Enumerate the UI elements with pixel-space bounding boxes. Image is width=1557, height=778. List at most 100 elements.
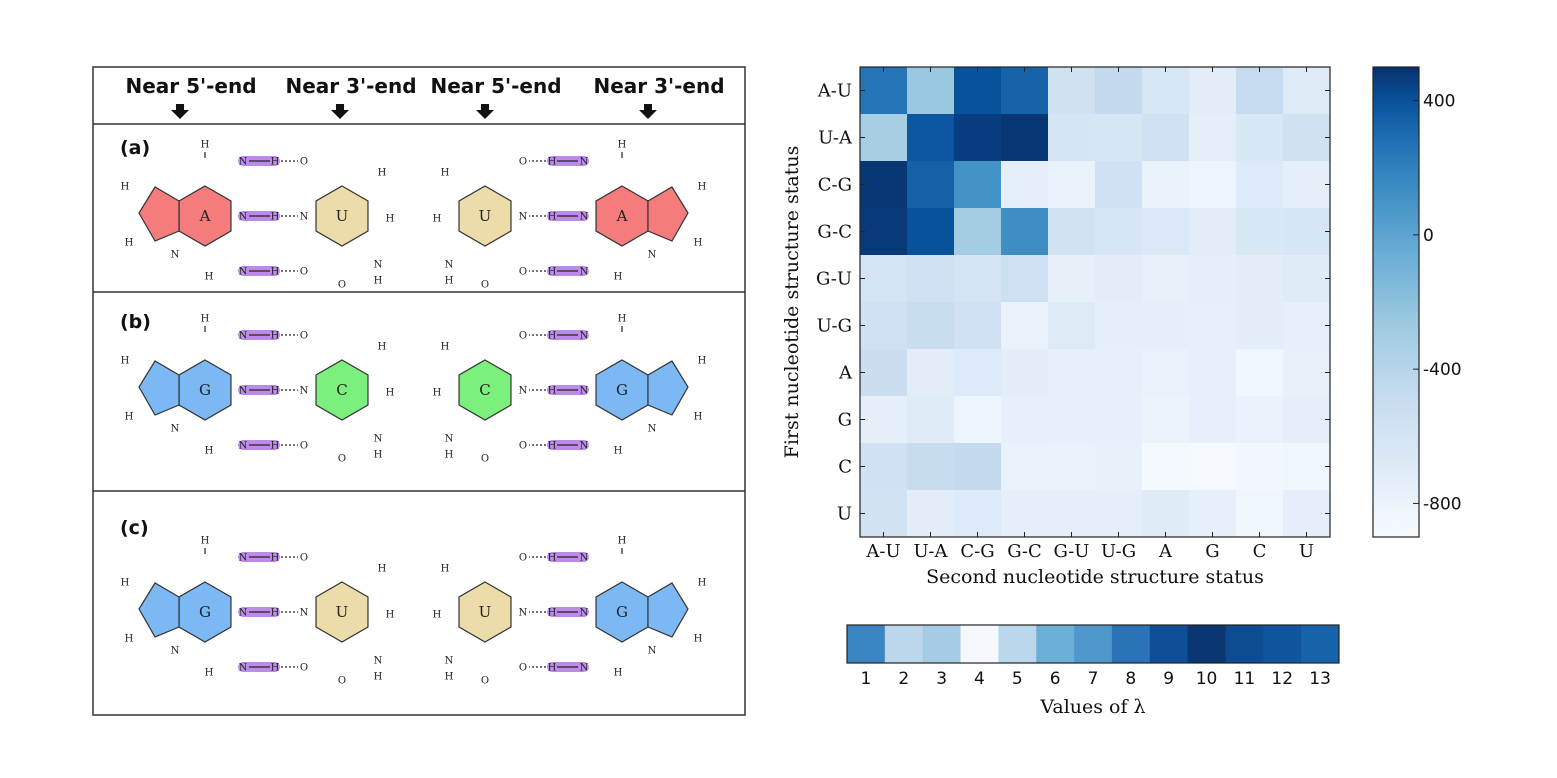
- atom-label: H: [378, 168, 387, 179]
- heatmap-cell: [954, 161, 1002, 209]
- imidazole-ring: [138, 186, 180, 242]
- atom-label: H: [445, 450, 454, 461]
- heatmap-cell: [860, 208, 908, 256]
- heatmap-cell: [1189, 302, 1237, 350]
- heatmap-cell: [1236, 349, 1284, 397]
- heatmap-cell: [1283, 490, 1331, 538]
- x-tick-label: U: [1299, 541, 1314, 562]
- atom-label: N: [171, 646, 180, 657]
- atom-label: N: [580, 663, 589, 674]
- lambda-swatch: [1074, 625, 1113, 663]
- atom-label: N: [445, 656, 454, 667]
- atom-label: N: [445, 434, 454, 445]
- pyrimidine-ring: [458, 359, 512, 421]
- atom-label: N: [580, 157, 589, 168]
- atom-label: H: [271, 157, 280, 168]
- x-tick-label: G-U: [1054, 541, 1090, 562]
- heatmap-cell: [1142, 208, 1190, 256]
- heatmap-cell: [1189, 443, 1237, 491]
- heatmap-cell: [1283, 349, 1331, 397]
- heatmap-cell: [1095, 208, 1143, 256]
- heatmap-cell: [954, 255, 1002, 303]
- atom-label: H: [698, 578, 707, 589]
- heatmap-cell: [907, 114, 955, 162]
- pyrimidine-ring: [315, 581, 369, 643]
- heatmap-cell: [954, 490, 1002, 538]
- atom-label: N: [580, 386, 589, 397]
- atom-label: H: [441, 342, 450, 353]
- heatmap-cell: [1283, 67, 1331, 115]
- lambda-swatch: [1301, 625, 1340, 663]
- atom-label: O: [300, 331, 308, 342]
- atom-label: H: [433, 388, 442, 399]
- base-letter: G: [616, 381, 628, 399]
- atom-label: N: [580, 553, 589, 564]
- heatmap-cell: [860, 161, 908, 209]
- colorbar-gradient: [1372, 66, 1420, 538]
- atom-label: O: [338, 280, 346, 291]
- atom-label: H: [548, 608, 557, 619]
- atom-label: O: [481, 454, 489, 465]
- lambda-swatch: [1225, 625, 1264, 663]
- atom-label: N: [239, 331, 248, 342]
- base-letter: A: [616, 207, 628, 225]
- heatmap-cell: [1283, 161, 1331, 209]
- y-tick-label: U: [837, 504, 852, 525]
- atom-label: H: [441, 168, 450, 179]
- heatmap-cell: [1283, 114, 1331, 162]
- atom-label: N: [580, 331, 589, 342]
- atom-label: H: [201, 536, 210, 547]
- heatmap-cell: [1001, 67, 1049, 115]
- heatmap-cell: [860, 255, 908, 303]
- row-label: (c): [120, 517, 149, 539]
- heatmap-cell: [1048, 302, 1096, 350]
- atom-label: N: [580, 212, 589, 223]
- atom-label: N: [374, 260, 383, 271]
- heatmap-cell: [1189, 255, 1237, 303]
- atom-label: O: [519, 267, 527, 278]
- atom-label: H: [201, 314, 210, 325]
- down-arrow-icon: [639, 104, 657, 119]
- heatmap-cell: [1283, 208, 1331, 256]
- lambda-tick-label: 10: [1196, 669, 1218, 689]
- heatmap-cell: [860, 302, 908, 350]
- heatmap-cell: [1283, 396, 1331, 444]
- colorbar: 400 0 -400 -800: [1372, 66, 1462, 538]
- heatmap-cell: [907, 161, 955, 209]
- heatmap-cell: [1095, 255, 1143, 303]
- heatmap-cell: [1095, 396, 1143, 444]
- heatmap-cell: [1236, 396, 1284, 444]
- lambda-swatch: [1187, 625, 1226, 663]
- heatmap-cell: [1001, 302, 1049, 350]
- heatmap-cell: [860, 67, 908, 115]
- pair-row: (a)A UN H ON H NN H OHOHHNHHHNHAUNHONHNNHOHOHHN…: [120, 137, 707, 291]
- atom-label: H: [121, 356, 130, 367]
- y-tick-label: G-C: [817, 222, 852, 243]
- column-header: Near 3'-end: [285, 74, 416, 98]
- lambda-tick-label: 7: [1088, 669, 1099, 689]
- atom-label: N: [239, 553, 248, 564]
- heatmap-cell: [860, 349, 908, 397]
- heatmap-cell: [1283, 443, 1331, 491]
- atom-label: N: [239, 212, 248, 223]
- pyrimidine-ring: [458, 581, 512, 643]
- lambda-tick-label: 9: [1163, 669, 1174, 689]
- pyrimidine-ring: [315, 359, 369, 421]
- x-tick-label: U-G: [1101, 541, 1136, 562]
- y-tick-label: A: [838, 363, 853, 384]
- heatmap-cell: [1095, 349, 1143, 397]
- imidazole-ring: [647, 360, 689, 416]
- lambda-legend-frame: [846, 624, 1340, 664]
- atom-label: N: [580, 608, 589, 619]
- heatmap-cell: [907, 349, 955, 397]
- atom-label: H: [125, 412, 134, 423]
- atom-label: H: [271, 212, 280, 223]
- y-tick-label: U-G: [817, 316, 852, 337]
- column-header: Near 5'-end: [125, 74, 256, 98]
- atom-label: H: [378, 342, 387, 353]
- heatmap-cell: [1189, 208, 1237, 256]
- atom-label: N: [519, 212, 528, 223]
- x-tick-label: A-U: [865, 541, 900, 562]
- heatmap-cell: [1189, 114, 1237, 162]
- column-header: Near 3'-end: [593, 74, 724, 98]
